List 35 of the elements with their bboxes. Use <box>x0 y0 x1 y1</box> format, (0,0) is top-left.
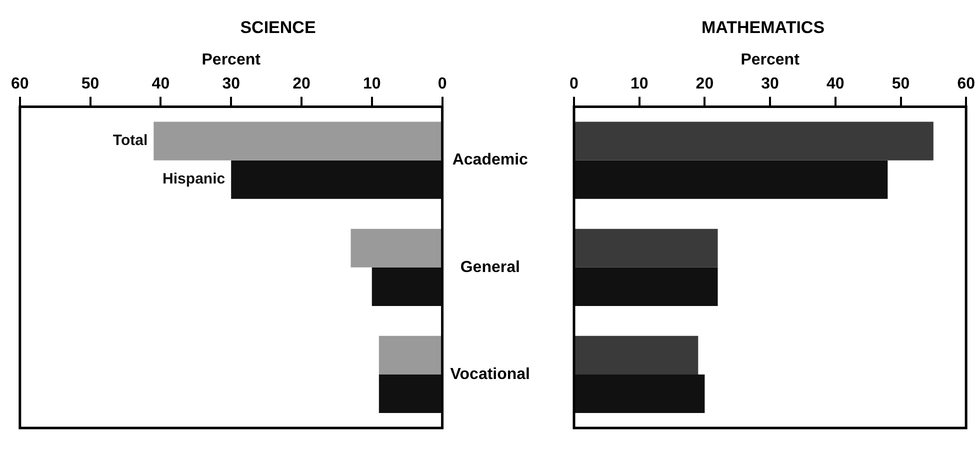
y-tick-label: Vocational <box>450 366 530 383</box>
bar <box>575 336 698 374</box>
bar <box>372 267 442 306</box>
bar <box>231 160 442 199</box>
x-tick-label: 60 <box>957 76 976 93</box>
bar <box>378 374 442 414</box>
x-tick-label: 50 <box>81 76 100 93</box>
bar <box>575 374 705 414</box>
bar <box>575 267 718 306</box>
x-tick-label: 10 <box>362 76 381 93</box>
bar <box>575 228 718 268</box>
bar <box>575 122 934 160</box>
chart-title: SCIENCE <box>240 18 316 37</box>
x-axis-title: Percent <box>740 51 800 68</box>
x-tick-label: 30 <box>222 76 240 93</box>
bar <box>378 336 442 374</box>
bar <box>154 122 442 160</box>
y-tick-label: Academic <box>452 152 528 169</box>
x-tick-label: 40 <box>826 76 844 93</box>
x-tick-label: 40 <box>152 76 170 93</box>
x-tick-label: 30 <box>761 76 780 93</box>
chart-title: MATHEMATICS <box>701 18 825 37</box>
x-tick-label: 20 <box>696 76 714 93</box>
x-tick-label: 0 <box>438 76 447 93</box>
x-tick-label: 10 <box>630 76 648 93</box>
bar <box>350 228 442 268</box>
x-tick-label: 20 <box>292 76 310 93</box>
x-tick-label: 60 <box>11 76 29 93</box>
series-label: Hispanic <box>162 170 226 188</box>
x-axis-title: Percent <box>202 51 262 68</box>
y-tick-label: General <box>460 258 520 276</box>
x-tick-label: 50 <box>892 76 910 93</box>
bar <box>575 160 888 199</box>
series-label: Total <box>112 132 148 150</box>
x-tick-label: 0 <box>570 76 579 93</box>
